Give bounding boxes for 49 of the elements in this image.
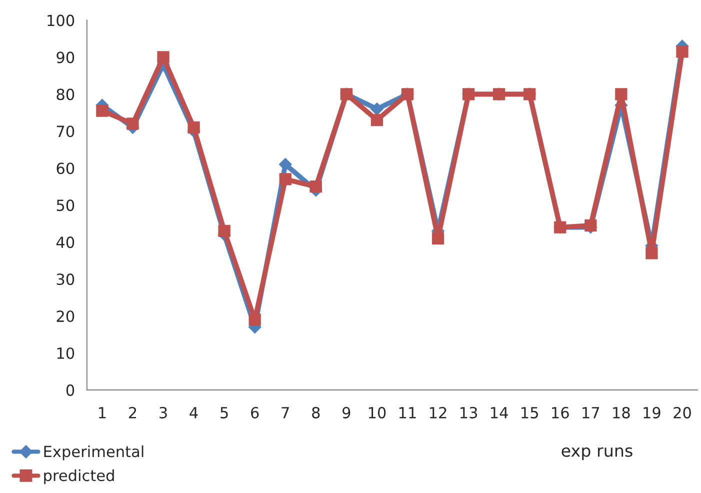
- y-tick-label: 10: [57, 347, 74, 360]
- point: [96, 104, 108, 117]
- y-tick-label: 30: [56, 274, 74, 286]
- point: [248, 314, 261, 326]
- x-tick-label: 7: [282, 407, 289, 418]
- x-tick-label: 11: [399, 407, 416, 418]
- point: [615, 88, 628, 100]
- point: [676, 46, 688, 58]
- y-tick-label: 100: [48, 14, 74, 26]
- x-tick-label: 16: [552, 406, 569, 418]
- x-axis-title: exp runs: [562, 447, 632, 460]
- x-tick-label: 5: [220, 407, 228, 418]
- point: [188, 121, 200, 134]
- x-tick-label: 1: [99, 407, 106, 418]
- y-tick-label: 20: [56, 310, 74, 322]
- legend-label: predicted: [44, 469, 114, 484]
- y-tick-label: 90: [56, 52, 74, 64]
- y-tick-label: 70: [56, 126, 74, 138]
- legend-label: Experimental: [44, 445, 144, 460]
- x-tick-label: 6: [251, 406, 259, 418]
- x-tick-label: 2: [128, 406, 136, 418]
- x-tick-label: 18: [613, 406, 630, 418]
- point: [310, 180, 322, 193]
- x-tick-label: 15: [522, 407, 538, 418]
- x-tick-label: 4: [190, 407, 198, 418]
- x-tick-label: 14: [491, 407, 508, 418]
- x-tick-label: 3: [160, 406, 167, 418]
- x-tick-label: 19: [644, 406, 660, 418]
- point: [584, 219, 597, 232]
- point: [126, 118, 139, 130]
- y-tick-label: 80: [56, 88, 74, 100]
- y-tick-label: 50: [56, 200, 74, 212]
- x-tick-label: 8: [312, 406, 320, 418]
- point: [279, 173, 292, 186]
- x-tick-label: 20: [674, 406, 691, 418]
- x-tick-label: 10: [368, 406, 386, 418]
- point: [218, 224, 230, 238]
- y-tick-label: 60: [56, 162, 74, 174]
- point: [157, 51, 170, 64]
- point: [646, 247, 658, 260]
- point: [370, 102, 384, 116]
- x-tick-label: 17: [582, 407, 600, 418]
- x-tick-label: 9: [342, 406, 350, 418]
- y-tick-label: 40: [56, 236, 74, 248]
- x-tick-label: 12: [430, 406, 446, 418]
- point: [370, 114, 384, 126]
- point: [278, 158, 292, 171]
- y-tick-label: 0: [66, 384, 74, 396]
- x-tick-label: 13: [460, 406, 478, 418]
